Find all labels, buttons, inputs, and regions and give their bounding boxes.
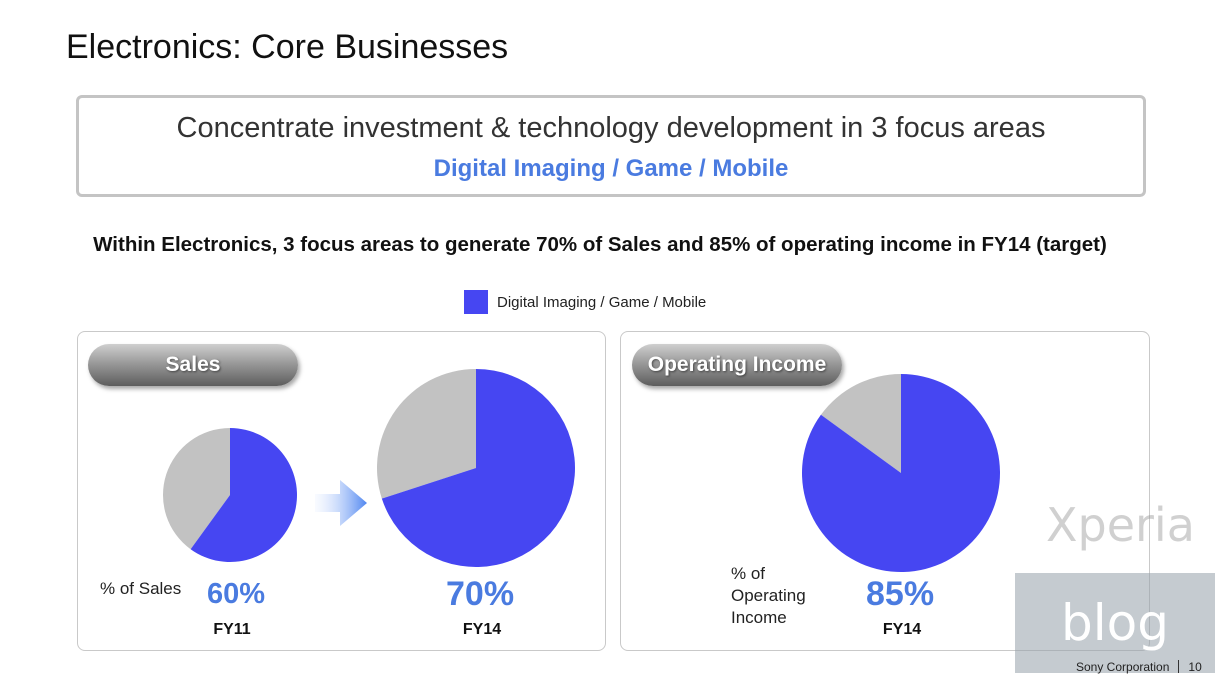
pie-slice-other-fy11-sales <box>162 428 230 550</box>
legend-label-focus: Digital Imaging / Game / Mobile <box>497 293 707 311</box>
watermark-blog: blog <box>1015 573 1215 673</box>
slide-footer: Sony Corporation 10 <box>1076 660 1202 674</box>
pie-label-fy11-sales: 60% <box>207 578 266 610</box>
pie-slice-focus-fy14-operating-income <box>802 374 1000 572</box>
focus-statement: Concentrate investment & technology deve… <box>176 112 1046 144</box>
slide-title: Electronics: Core Businesses <box>66 28 509 66</box>
pie-label-fy14-operating-income: 85% <box>866 575 935 613</box>
pie-category-fy11-sales: FY11 <box>213 621 251 638</box>
pie-slice-focus-fy11-sales <box>190 428 297 563</box>
pie-category-fy14-sales: FY14 <box>462 621 502 638</box>
pie-category-fy14-operating-income: FY14 <box>882 621 922 638</box>
sales-header-pill: Sales <box>88 344 298 386</box>
legend-swatch-focus <box>464 290 488 314</box>
sales-caption: % of Sales <box>100 579 182 598</box>
footer-company: Sony Corporation <box>1076 660 1170 674</box>
watermark-xperia: Xperia <box>1046 498 1195 552</box>
focus-areas-box: Concentrate investment & technology deve… <box>76 95 1146 197</box>
pie-slice-other-fy14-sales <box>376 368 476 499</box>
pie-slice-other-fy14-operating-income <box>820 374 901 473</box>
oi-caption-line-3: Income <box>731 608 787 627</box>
oi-caption-line-2: Operating <box>731 586 806 605</box>
focus-areas-list: Digital Imaging / Game / Mobile <box>433 155 789 182</box>
operating-income-header-pill: Operating Income <box>632 344 842 386</box>
chart-legend: Digital Imaging / Game / Mobile <box>464 289 706 315</box>
operating-income-caption: % of Operating Income <box>731 563 806 629</box>
footer-page-number: 10 <box>1188 660 1202 674</box>
oi-caption-line-1: % of <box>731 564 766 583</box>
footer-divider <box>1178 660 1180 673</box>
pie-slice-focus-fy14-sales <box>381 368 576 567</box>
slide-headline: Within Electronics, 3 focus areas to gen… <box>93 233 1107 256</box>
pie-label-fy14-sales: 70% <box>446 575 515 613</box>
growth-arrow-icon <box>315 480 367 526</box>
